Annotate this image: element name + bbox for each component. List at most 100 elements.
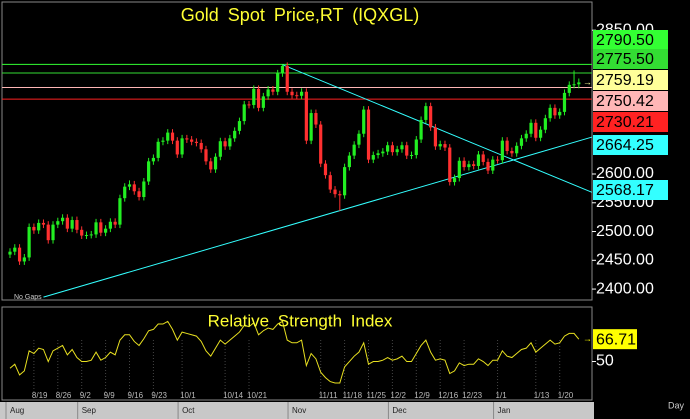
candle-body bbox=[113, 221, 117, 225]
level-box bbox=[593, 112, 668, 132]
month-strip bbox=[0, 402, 594, 419]
month-label: Oct bbox=[182, 406, 195, 415]
candle-body bbox=[572, 84, 576, 86]
period-label: Day bbox=[668, 400, 685, 410]
candle-body bbox=[304, 91, 308, 141]
candle-body bbox=[84, 234, 89, 236]
candle-body bbox=[233, 130, 237, 139]
x-tick-label: 9/23 bbox=[151, 391, 167, 400]
candle-body bbox=[271, 89, 275, 92]
candle-body bbox=[323, 163, 328, 176]
candle-body bbox=[180, 138, 184, 155]
candle-body bbox=[362, 109, 366, 134]
candle-body bbox=[204, 149, 208, 162]
candle-body bbox=[562, 92, 567, 112]
level-label: 2790.50 bbox=[596, 32, 654, 49]
candle-body bbox=[27, 226, 31, 258]
candle-body bbox=[247, 104, 251, 106]
rsi-tick-label: 50 bbox=[596, 353, 614, 370]
price-panel bbox=[1, 1, 593, 301]
x-tick-label: 10/1 bbox=[180, 391, 196, 400]
candle-body bbox=[419, 119, 423, 140]
candle-body bbox=[519, 138, 524, 146]
candle-body bbox=[390, 145, 394, 153]
candle-body bbox=[538, 129, 543, 138]
candle-body bbox=[56, 221, 60, 225]
candle-body bbox=[194, 141, 199, 143]
level-box bbox=[593, 49, 668, 69]
candle-body bbox=[175, 140, 179, 155]
candle-body bbox=[65, 217, 69, 229]
x-tick-label: 10/14 bbox=[223, 391, 244, 400]
candle-body bbox=[51, 224, 55, 241]
candle-body bbox=[223, 141, 227, 147]
candle-body bbox=[472, 164, 476, 166]
candle-body bbox=[347, 155, 351, 168]
level-box bbox=[593, 135, 668, 155]
rsi-line bbox=[9, 320, 580, 384]
candle-body bbox=[190, 139, 194, 142]
candle-body bbox=[515, 145, 519, 154]
candle-body bbox=[386, 145, 390, 152]
candle-body bbox=[252, 88, 256, 105]
month-label: Nov bbox=[292, 406, 306, 415]
candle-body bbox=[261, 96, 265, 108]
level-box bbox=[593, 91, 668, 111]
chart-title: Gold Spot Price,RT (IQXGL) bbox=[181, 5, 419, 25]
candle-body bbox=[495, 159, 500, 161]
x-tick-label: 11/11 bbox=[319, 391, 338, 400]
y-tick-label: 2450.00 bbox=[596, 252, 654, 269]
level-label: 2568.17 bbox=[596, 182, 654, 199]
candle-body bbox=[491, 159, 495, 171]
plot bbox=[2, 62, 593, 384]
candle-body bbox=[161, 140, 165, 142]
candle-body bbox=[37, 222, 41, 231]
x-tick-label: 1/13 bbox=[534, 391, 550, 400]
candle-body bbox=[32, 226, 36, 231]
candle-body bbox=[476, 154, 481, 166]
candle-body bbox=[548, 107, 552, 119]
candle-body bbox=[481, 154, 485, 162]
candle-body bbox=[147, 161, 151, 182]
candle-body bbox=[510, 151, 514, 154]
candle-body bbox=[280, 65, 285, 74]
candle-body bbox=[371, 155, 375, 160]
candle-body bbox=[242, 104, 246, 122]
rsi-last-label: 66.71 bbox=[596, 331, 636, 348]
level-box bbox=[593, 180, 668, 200]
x-tick-label: 12/16 bbox=[438, 391, 459, 400]
candle-body bbox=[13, 247, 17, 252]
candle-body bbox=[80, 229, 84, 236]
candle-body bbox=[17, 247, 22, 262]
x-tick-label: 9/16 bbox=[128, 391, 144, 400]
last-price-label: 2759.19 bbox=[596, 72, 654, 89]
x-tick-label: 12/23 bbox=[462, 391, 483, 400]
candle-body bbox=[534, 122, 538, 138]
level-label: 2664.25 bbox=[596, 137, 654, 154]
candle-body bbox=[543, 118, 547, 130]
candle-body bbox=[438, 144, 442, 147]
candle-body bbox=[151, 157, 155, 162]
candle-body bbox=[395, 149, 399, 153]
trend-line bbox=[282, 64, 593, 193]
candle-body bbox=[452, 178, 457, 183]
candle-body bbox=[462, 160, 466, 168]
x-tick-label: 11/18 bbox=[343, 391, 363, 400]
rsi-title: Relative Strength Index bbox=[208, 311, 393, 330]
candle-body bbox=[352, 144, 356, 156]
month-label: Aug bbox=[10, 406, 24, 415]
candle-body bbox=[299, 91, 304, 96]
candle-body bbox=[237, 121, 242, 131]
candle-body bbox=[529, 122, 533, 134]
y-tick-label: 2500.00 bbox=[596, 223, 654, 240]
candle-body bbox=[199, 142, 203, 150]
candle-body bbox=[400, 145, 404, 150]
candle-body bbox=[132, 184, 136, 192]
candle-body bbox=[319, 124, 323, 164]
candle-body bbox=[156, 141, 160, 158]
candle-body bbox=[89, 234, 93, 236]
candle-body bbox=[505, 140, 509, 151]
level-box bbox=[593, 30, 668, 50]
candle-body bbox=[209, 161, 213, 170]
